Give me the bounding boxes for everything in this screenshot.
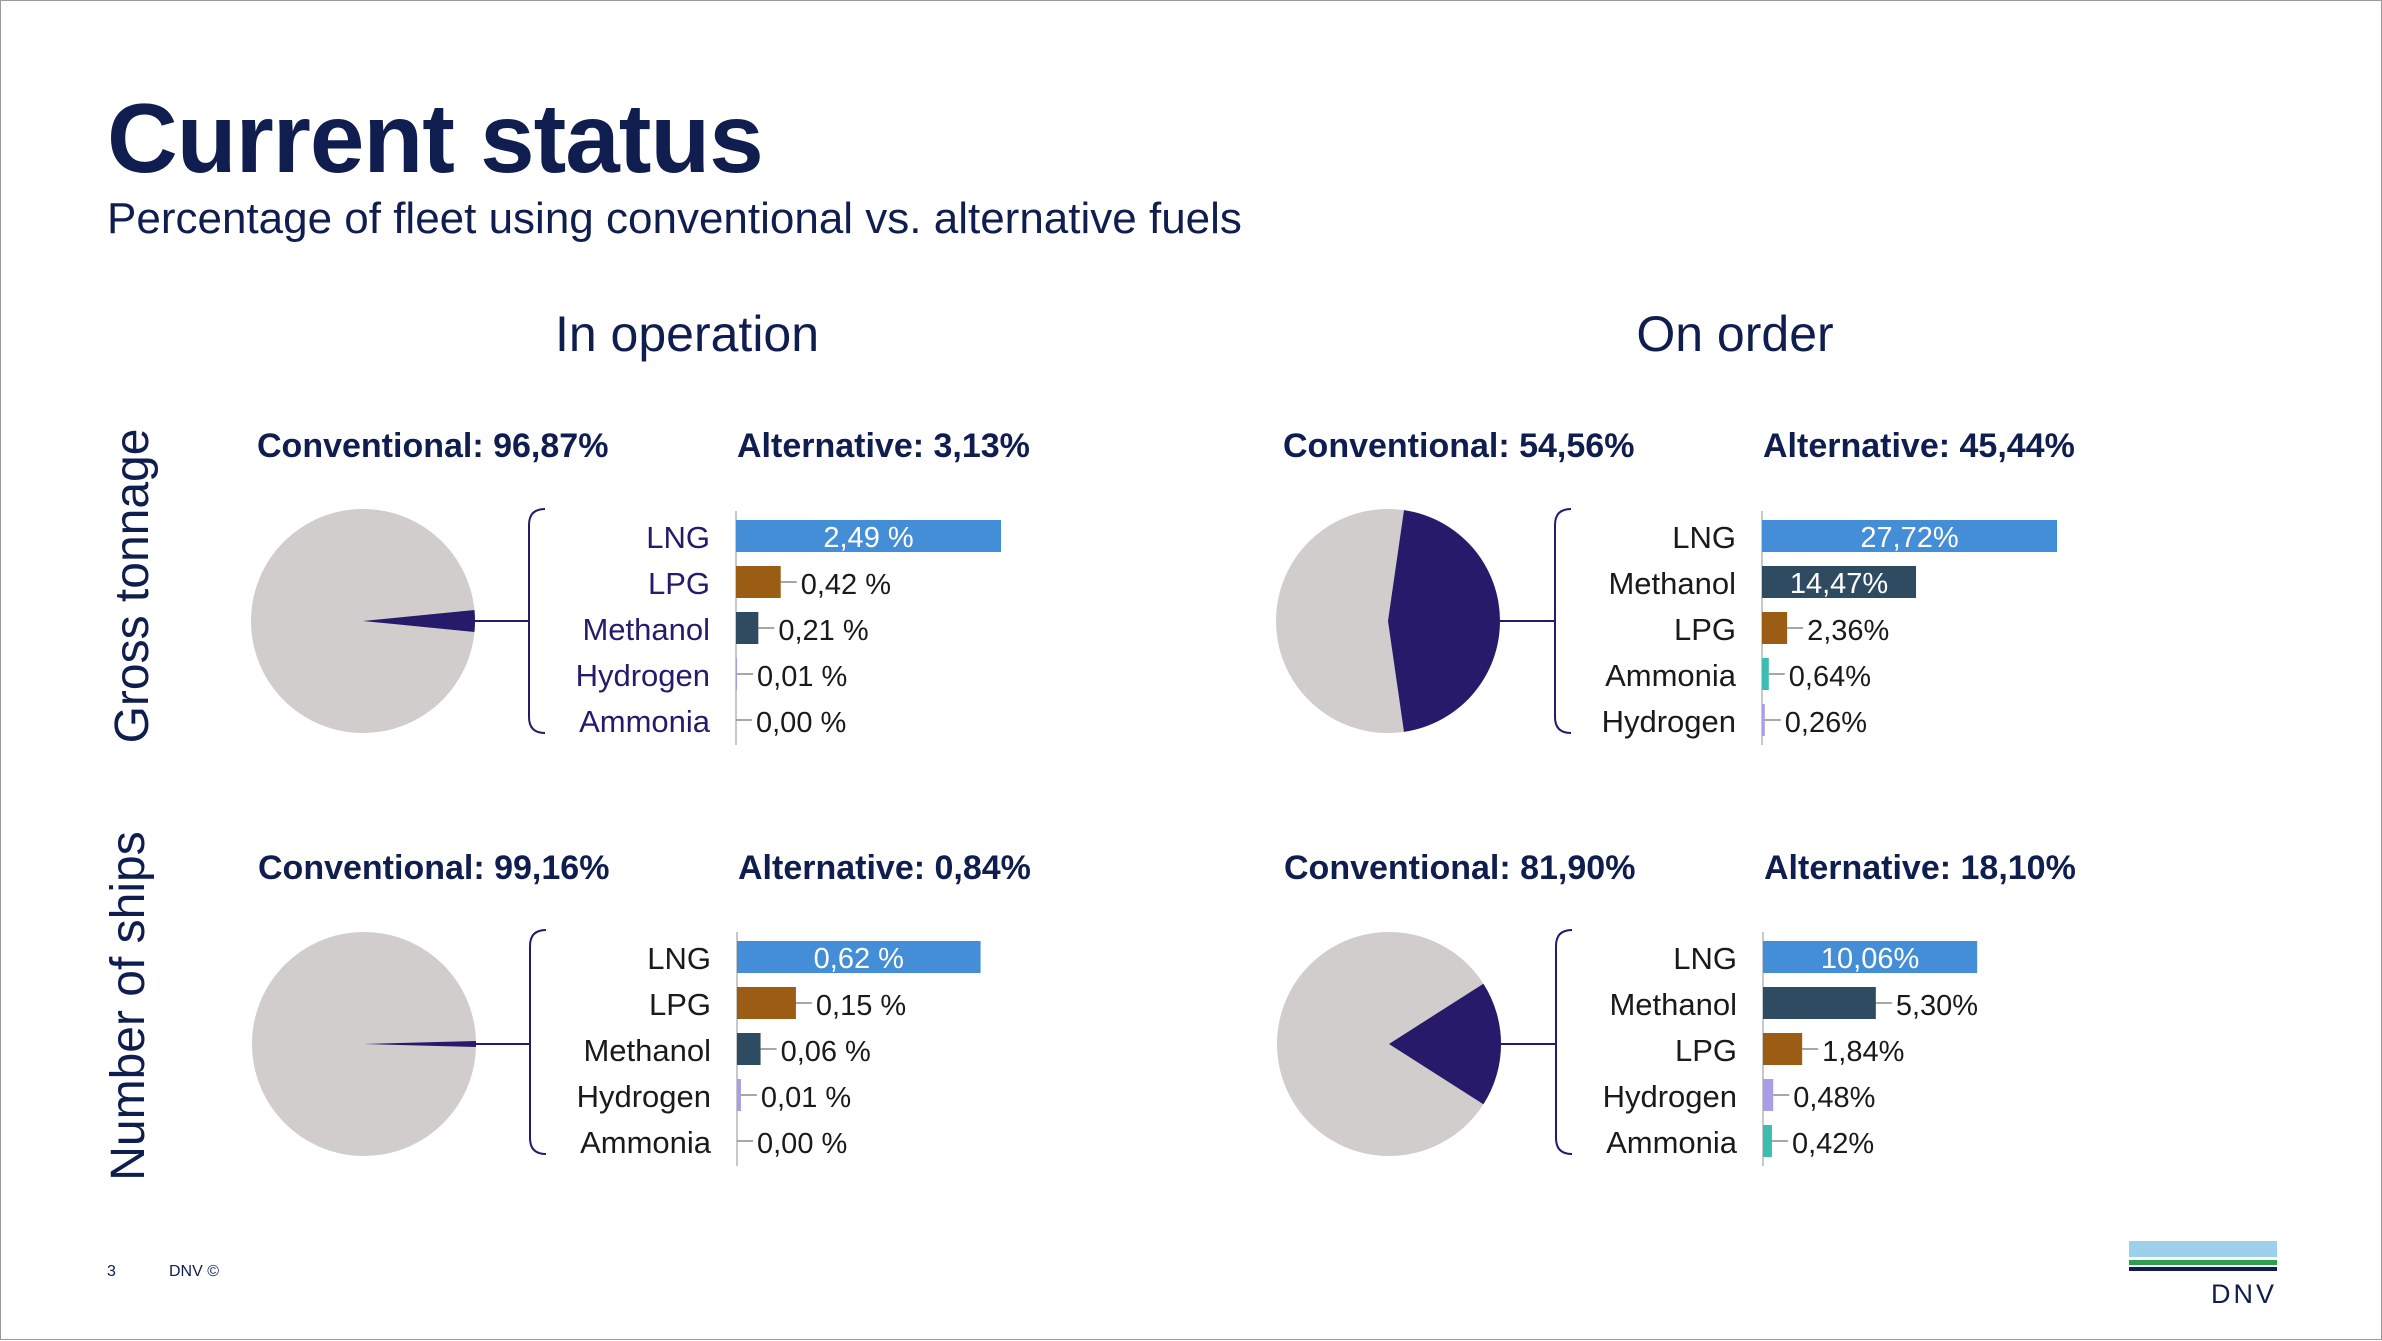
category-label-lpg-gt-operation: LPG [648, 566, 710, 601]
value-label-lpg-gt-operation: 0,42 % [801, 569, 891, 601]
value-label-lpg-ships-order: 1,84% [1822, 1036, 1904, 1068]
bar-ammonia-ships-order [1763, 1125, 1772, 1157]
value-label-hydrogen-ships-order: 0,48% [1793, 1082, 1875, 1114]
bar-lpg-gt-order [1762, 612, 1788, 644]
value-label-lpg-gt-order: 2,36% [1807, 615, 1889, 647]
conventional-label-ships-operation: Conventional: 99,16% [258, 849, 610, 887]
category-label-methanol-ships-operation: Methanol [583, 1033, 711, 1068]
category-label-hydrogen-gt-order: Hydrogen [1602, 704, 1736, 739]
value-label-lng-ships-order: 10,06% [1821, 943, 1919, 975]
value-label-ammonia-ships-operation: 0,00 % [757, 1128, 847, 1160]
conventional-label-gt-order: Conventional: 54,56% [1283, 427, 1635, 465]
bar-lng-gt-operation [736, 520, 1002, 552]
value-label-methanol-ships-order: 5,30% [1896, 990, 1978, 1022]
bracket-ships-order [1555, 929, 1573, 1155]
value-label-ammonia-gt-order: 0,64% [1789, 661, 1871, 693]
category-label-lpg-ships-operation: LPG [649, 987, 711, 1022]
category-label-ammonia-ships-operation: Ammonia [580, 1125, 712, 1160]
bar-lpg-ships-order [1763, 1033, 1803, 1065]
value-label-lpg-ships-operation: 0,15 % [816, 990, 906, 1022]
category-label-lng-ships-order: LNG [1673, 941, 1737, 976]
alternative-label-ships-operation: Alternative: 0,84% [738, 849, 1031, 887]
bar-lpg-ships-operation [737, 987, 796, 1019]
pie-slice-alternative-gt-operation [363, 610, 476, 632]
logo-stripe-light [2129, 1241, 2277, 1257]
pie-slice-alternative-ships-order [1389, 983, 1502, 1105]
logo-text: DNV [2211, 1279, 2277, 1309]
alternative-label-gt-operation: Alternative: 3,13% [737, 427, 1030, 465]
alternative-label-gt-order: Alternative: 45,44% [1763, 427, 2075, 465]
column-title-in-operation: In operation [554, 306, 820, 362]
category-label-ammonia-gt-order: Ammonia [1605, 658, 1737, 693]
conventional-label-gt-operation: Conventional: 96,87% [257, 427, 609, 465]
category-label-hydrogen-ships-order: Hydrogen [1603, 1079, 1737, 1114]
page-title: Current status [107, 83, 764, 193]
bar-lpg-gt-operation [736, 566, 781, 598]
bar-methanol-ships-operation [737, 1033, 761, 1065]
alternative-label-ships-order: Alternative: 18,10% [1764, 849, 2076, 887]
bar-hydrogen-ships-operation [737, 1079, 741, 1111]
category-label-methanol-gt-order: Methanol [1608, 566, 1736, 601]
column-title-on-order: On order [1636, 306, 1834, 362]
category-label-lng-gt-order: LNG [1672, 520, 1736, 555]
bar-lng-ships-operation [737, 941, 981, 973]
category-label-methanol-gt-operation: Methanol [582, 612, 710, 647]
bar-hydrogen-gt-order [1762, 704, 1765, 736]
bracket-gt-operation [528, 508, 546, 734]
pie-slice-alternative-ships-operation [364, 1041, 476, 1047]
bar-methanol-ships-order [1763, 987, 1876, 1019]
bar-hydrogen-ships-order [1763, 1079, 1774, 1111]
category-label-lpg-ships-order: LPG [1675, 1033, 1737, 1068]
category-label-hydrogen-gt-operation: Hydrogen [576, 658, 710, 693]
category-label-lng-ships-operation: LNG [647, 941, 711, 976]
bar-hydrogen-gt-operation [736, 658, 738, 690]
value-label-hydrogen-gt-order: 0,26% [1785, 707, 1867, 739]
bar-lng-gt-order [1762, 520, 2058, 552]
bar-ammonia-gt-order [1762, 658, 1769, 690]
value-label-hydrogen-ships-operation: 0,01 % [761, 1082, 851, 1114]
dnv-logo: DNV [2129, 1241, 2277, 1309]
logo-stripe-navy [2129, 1267, 2277, 1271]
pie-slice-alternative-gt-order [1388, 510, 1500, 732]
bracket-gt-order [1554, 508, 1572, 734]
conventional-label-ships-order: Conventional: 81,90% [1284, 849, 1636, 887]
page-number: 3 [107, 1263, 116, 1280]
copyright: DNV © [169, 1263, 220, 1280]
category-label-ammonia-ships-order: Ammonia [1606, 1125, 1738, 1160]
value-label-ammonia-gt-operation: 0,00 % [756, 707, 846, 739]
page-subtitle: Percentage of fleet using conventional v… [107, 194, 1242, 243]
value-label-methanol-ships-operation: 0,06 % [781, 1036, 871, 1068]
value-label-lng-ships-operation: 0,62 % [814, 943, 904, 975]
logo-stripe-green [2129, 1260, 2277, 1265]
value-label-lng-gt-order: 27,72% [1860, 522, 1958, 554]
value-label-ammonia-ships-order: 0,42% [1792, 1128, 1874, 1160]
value-label-hydrogen-gt-operation: 0,01 % [757, 661, 847, 693]
bar-lng-ships-order [1763, 941, 1978, 973]
value-label-lng-gt-operation: 2,49 % [823, 522, 913, 554]
category-label-hydrogen-ships-operation: Hydrogen [577, 1079, 711, 1114]
value-label-methanol-gt-order: 14,47% [1790, 568, 1888, 600]
value-label-methanol-gt-operation: 0,21 % [778, 615, 868, 647]
category-label-lpg-gt-order: LPG [1674, 612, 1736, 647]
category-label-ammonia-gt-operation: Ammonia [579, 704, 711, 739]
category-label-lng-gt-operation: LNG [646, 520, 710, 555]
category-label-methanol-ships-order: Methanol [1609, 987, 1737, 1022]
bar-methanol-gt-operation [736, 612, 759, 644]
bar-methanol-gt-order [1762, 566, 1917, 598]
bracket-ships-operation [529, 929, 547, 1155]
